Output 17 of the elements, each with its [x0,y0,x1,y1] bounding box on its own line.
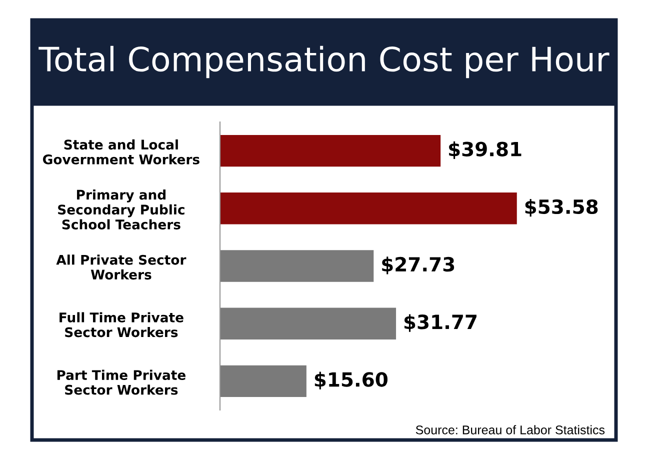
source-note: Source: Bureau of Labor Statistics [416,425,605,434]
data-label: $27.73 [382,256,454,274]
y-tick-label: Full Time Private Sector Workers [60,312,184,338]
bar [220,365,306,398]
data-label: $31.77 [404,314,476,332]
y-tick-label: State and Local Government Workers [43,139,200,164]
data-label: $53.58 [525,198,598,217]
data-label: $39.81 [449,141,522,160]
bar [220,250,374,282]
data-label: $15.60 [314,372,388,390]
y-tick-label: Part Time Private Sector Workers [57,370,186,395]
bar [220,308,396,340]
y-tick-label: All Private Sector Workers [56,254,186,280]
y-tick-label: Primary and Secondary Public School Teachers [58,190,184,230]
bar [220,134,441,167]
bar [220,192,517,224]
chart-title: Total Compensation Cost per Hour [38,46,610,78]
